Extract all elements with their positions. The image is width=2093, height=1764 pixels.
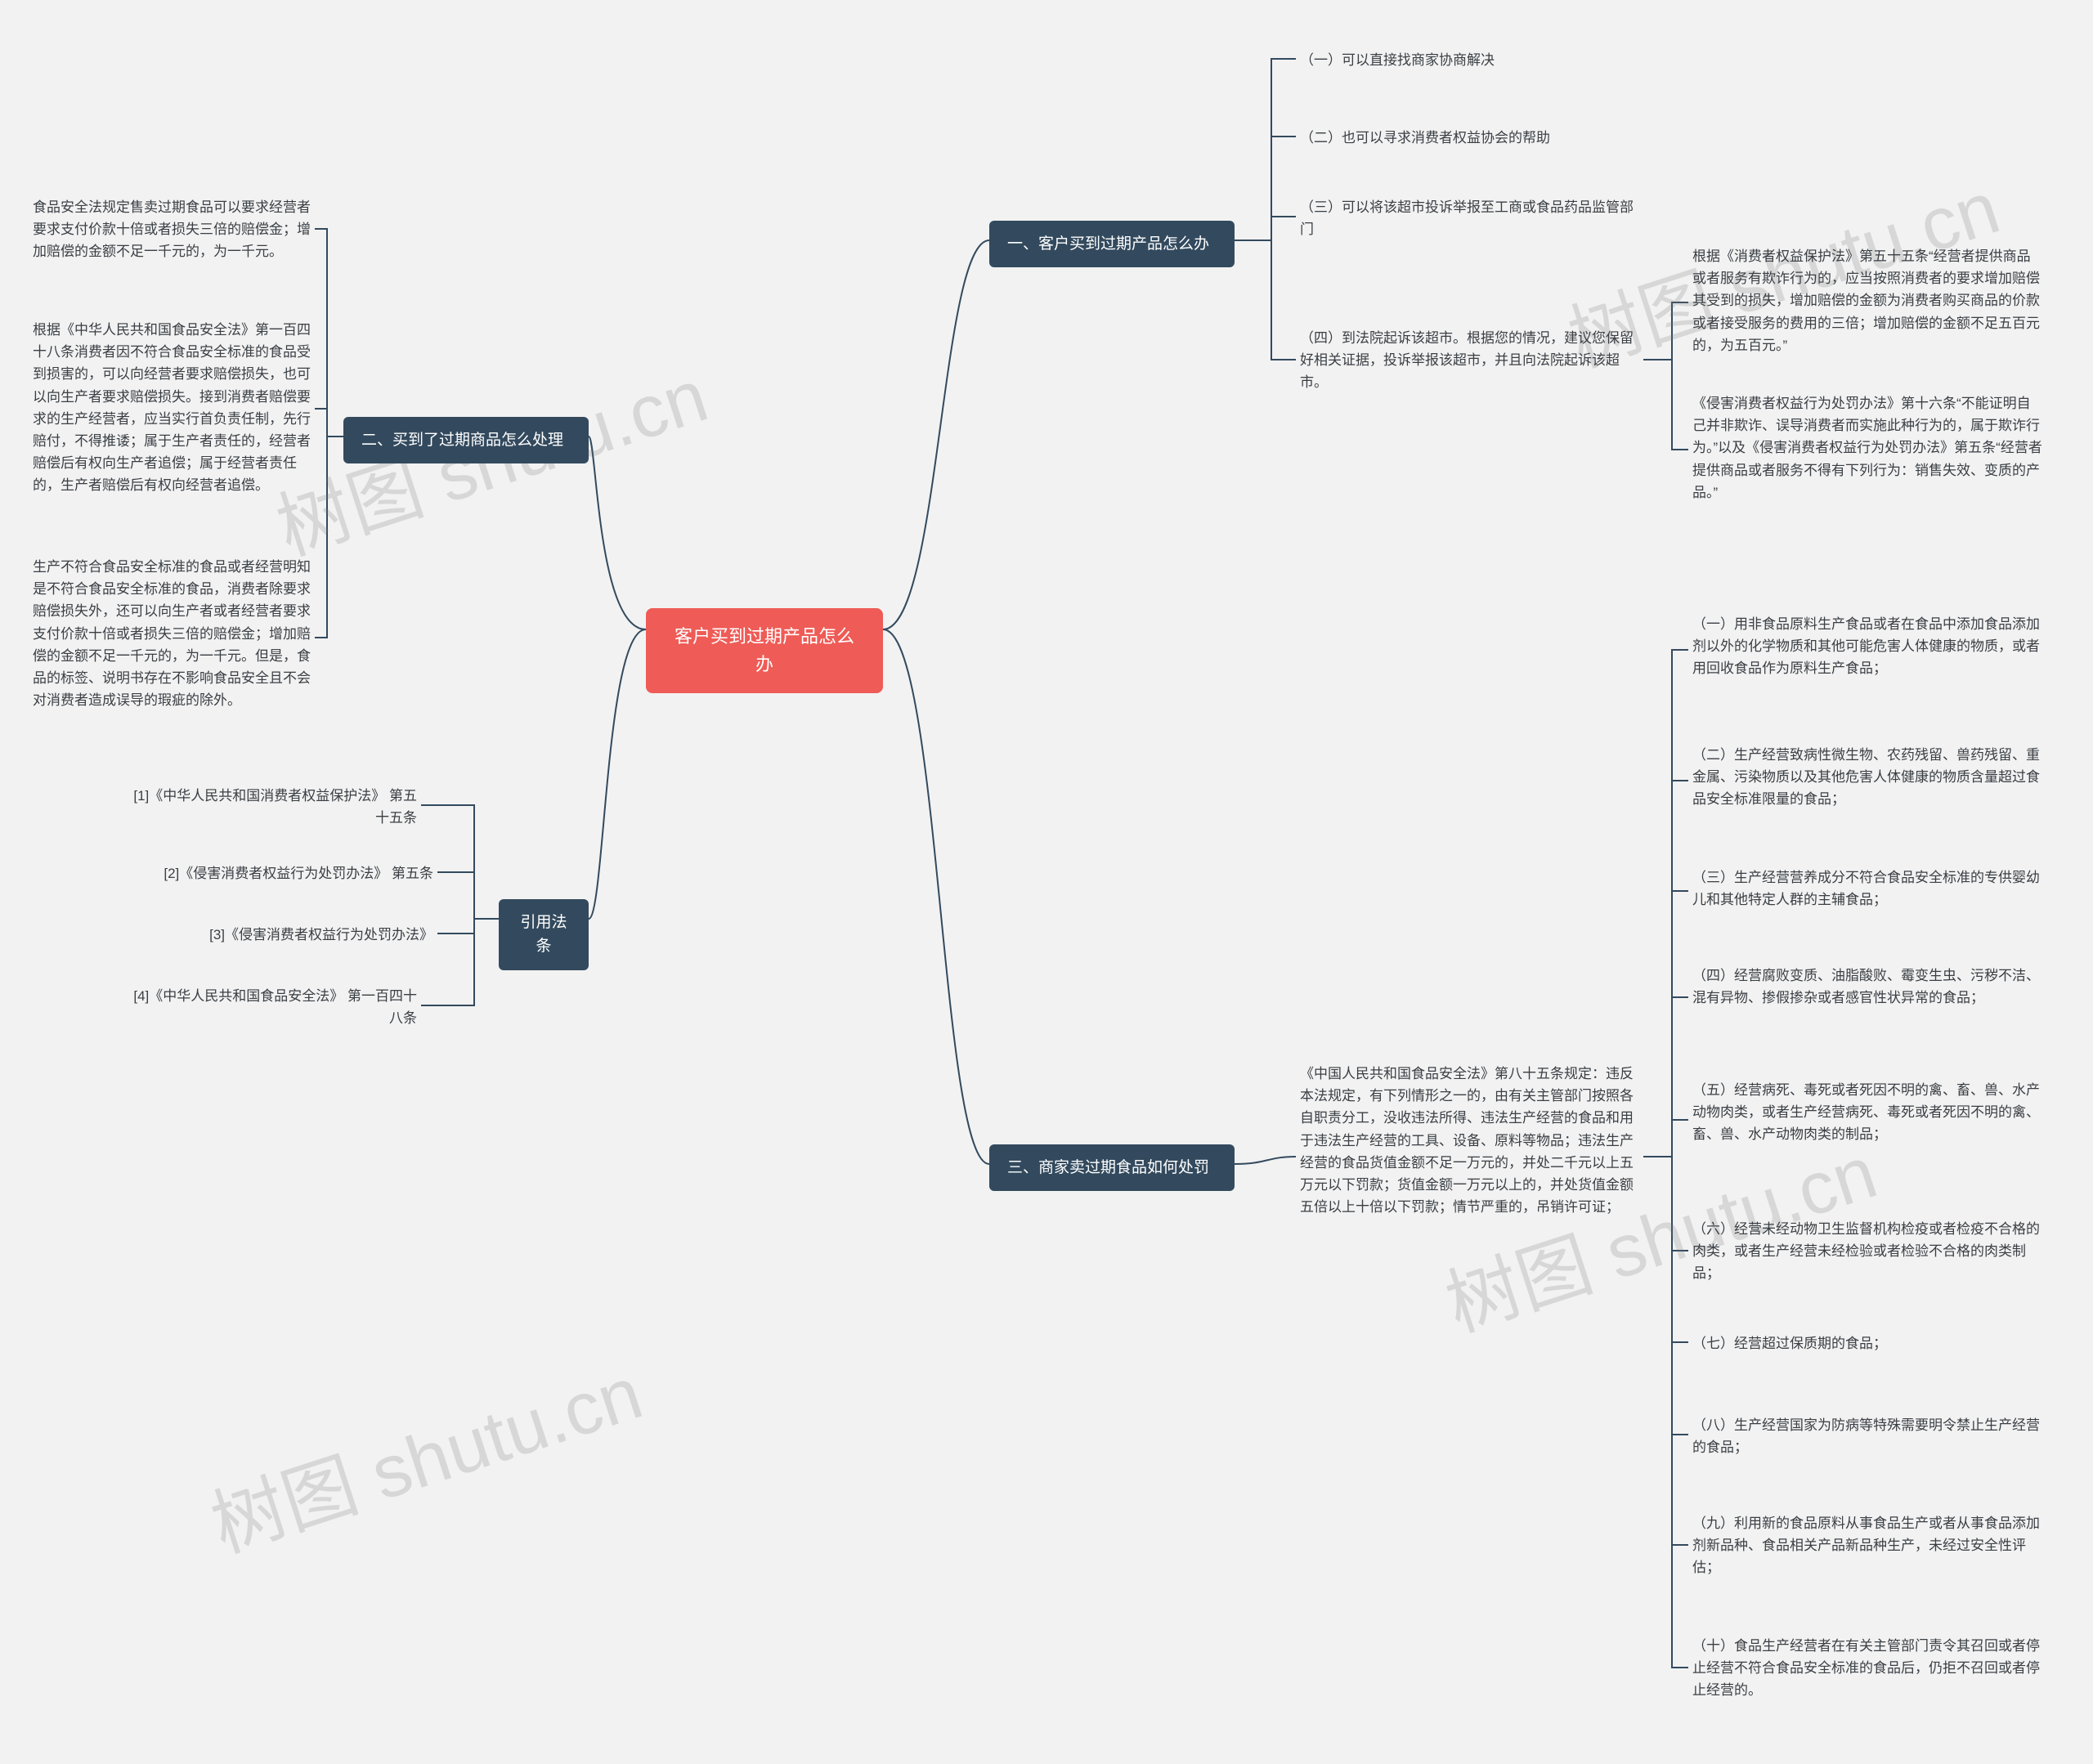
leaf-r3-10: （十）食品生产经营者在有关主管部门责令其召回或者停止经营不符合食品安全标准的食品… bbox=[1692, 1635, 2044, 1702]
leaf-r3-3: （三）生产经营营养成分不符合食品安全标准的专供婴幼儿和其他特定人群的主辅食品； bbox=[1692, 866, 2044, 911]
branch-cites: 引用法条 bbox=[499, 899, 589, 970]
leaf-r3-main: 《中国人民共和国食品安全法》第八十五条规定：违反本法规定，有下列情形之一的，由有… bbox=[1300, 1063, 1643, 1218]
leaf-r3-6: （六）经营未经动物卫生监督机构检疫或者检疫不合格的肉类，或者生产经营未经检验或者… bbox=[1692, 1218, 2044, 1285]
leaf-r3-7: （七）经营超过保质期的食品； bbox=[1692, 1332, 2044, 1354]
root-node: 客户买到过期产品怎么办 bbox=[646, 608, 883, 693]
leaf-cite-3: [3]《侵害消费者权益行为处罚办法》 bbox=[164, 924, 433, 946]
branch-r3: 三、商家卖过期食品如何处罚 bbox=[989, 1144, 1235, 1191]
leaf-cite-4: [4]《中华人民共和国食品安全法》 第一百四十八条 bbox=[131, 985, 417, 1029]
leaf-r1-4-1: 根据《消费者权益保护法》第五十五条“经营者提供商品或者服务有欺诈行为的，应当按照… bbox=[1692, 245, 2044, 356]
leaf-r3-5: （五）经营病死、毒死或者死因不明的禽、畜、兽、水产动物肉类，或者生产经营病死、毒… bbox=[1692, 1079, 2044, 1146]
watermark: 树图 shutu.cn bbox=[196, 1334, 653, 1573]
leaf-r1-4-2: 《侵害消费者权益行为处罚办法》第十六条“不能证明自己并非欺诈、误导消费者而实施此… bbox=[1692, 392, 2044, 504]
leaf-r3-1: （一）用非食品原料生产食品或者在食品中添加食品添加剂以外的化学物质和其他可能危害… bbox=[1692, 613, 2044, 680]
branch-r1: 一、客户买到过期产品怎么办 bbox=[989, 221, 1235, 267]
leaf-cite-2: [2]《侵害消费者权益行为处罚办法》 第五条 bbox=[131, 862, 433, 884]
leaf-l2-2: 根据《中华人民共和国食品安全法》第一百四十八条消费者因不符合食品安全标准的食品受… bbox=[33, 319, 311, 497]
leaf-r3-2: （二）生产经营致病性微生物、农药残留、兽药残留、重金属、污染物质以及其他危害人体… bbox=[1692, 744, 2044, 811]
leaf-l2-1: 食品安全法规定售卖过期食品可以要求经营者要求支付价款十倍或者损失三倍的赔偿金；增… bbox=[33, 196, 311, 263]
branch-l2: 二、买到了过期商品怎么处理 bbox=[343, 417, 589, 463]
leaf-r1-2: （二）也可以寻求消费者权益协会的帮助 bbox=[1300, 127, 1643, 149]
leaf-r3-9: （九）利用新的食品原料从事食品生产或者从事食品添加剂新品种、食品相关产品新品种生… bbox=[1692, 1512, 2044, 1579]
leaf-r1-1: （一）可以直接找商家协商解决 bbox=[1300, 49, 1611, 71]
leaf-l2-3: 生产不符合食品安全标准的食品或者经营明知是不符合食品安全标准的食品，消费者除要求… bbox=[33, 556, 311, 711]
leaf-r3-4: （四）经营腐败变质、油脂酸败、霉变生虫、污秽不洁、混有异物、掺假掺杂或者感官性状… bbox=[1692, 965, 2044, 1009]
leaf-r1-3: （三）可以将该超市投诉举报至工商或食品药品监管部门 bbox=[1300, 196, 1643, 240]
leaf-r1-4: （四）到法院起诉该超市。根据您的情况，建议您保留好相关证据，投诉举报该超市，并且… bbox=[1300, 327, 1643, 394]
leaf-r3-8: （八）生产经营国家为防病等特殊需要明令禁止生产经营的食品； bbox=[1692, 1414, 2044, 1458]
leaf-cite-1: [1]《中华人民共和国消费者权益保护法》 第五十五条 bbox=[131, 785, 417, 829]
